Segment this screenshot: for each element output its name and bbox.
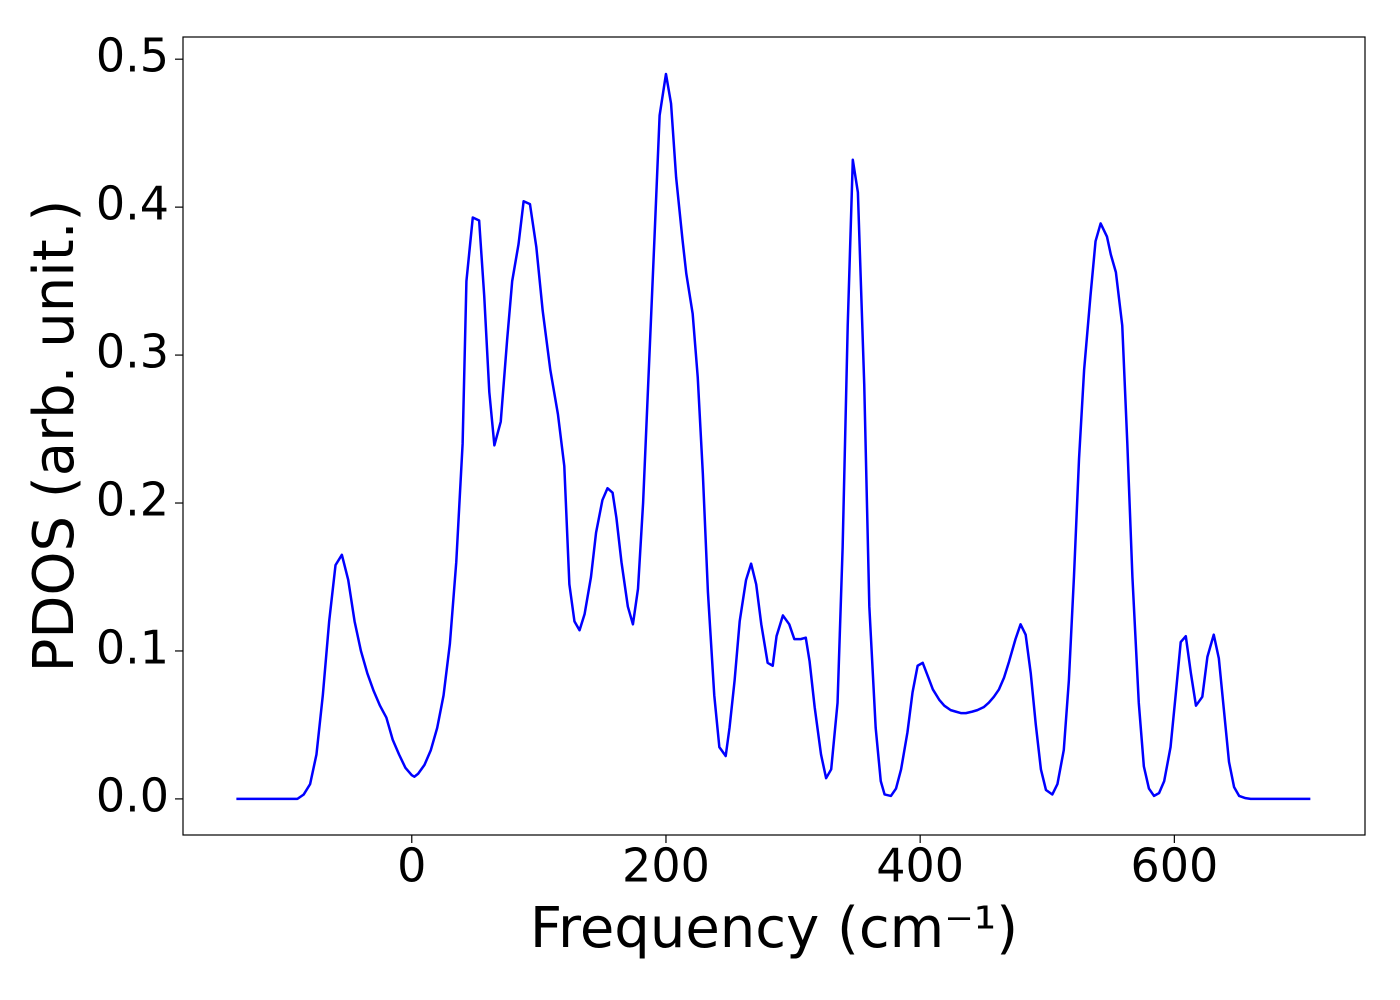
y-tick-label: 0.4 [96,177,169,231]
y-tick-label: 0.0 [96,768,169,822]
y-tick-label: 0.1 [96,620,169,674]
y-tick-label: 0.2 [96,473,169,527]
y-tick-label: 0.3 [96,325,169,379]
x-tick-label: 200 [622,839,710,893]
x-tick-label: 400 [876,839,964,893]
line [236,72,1311,801]
y-tick-label: 0.5 [96,29,169,83]
y-axis-label: PDOS (arb. unit.) [22,200,87,673]
x-axis-label: Frequency (cm⁻¹) [530,896,1018,961]
x-tick-label: 0 [397,839,426,893]
plot-frame [182,36,1366,836]
x-tick-label: 600 [1130,839,1218,893]
